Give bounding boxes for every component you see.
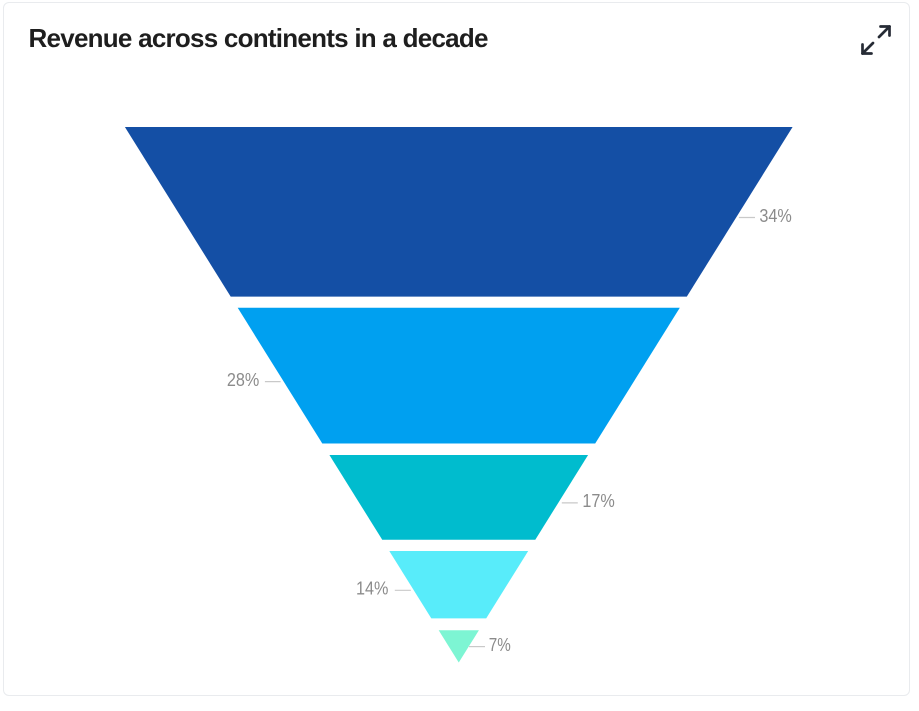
svg-text:34%: 34%: [759, 206, 791, 226]
svg-text:28%: 28%: [227, 370, 259, 390]
svg-text:14%: 14%: [356, 579, 388, 599]
svg-text:7%: 7%: [489, 635, 511, 655]
svg-text:17%: 17%: [582, 491, 614, 511]
